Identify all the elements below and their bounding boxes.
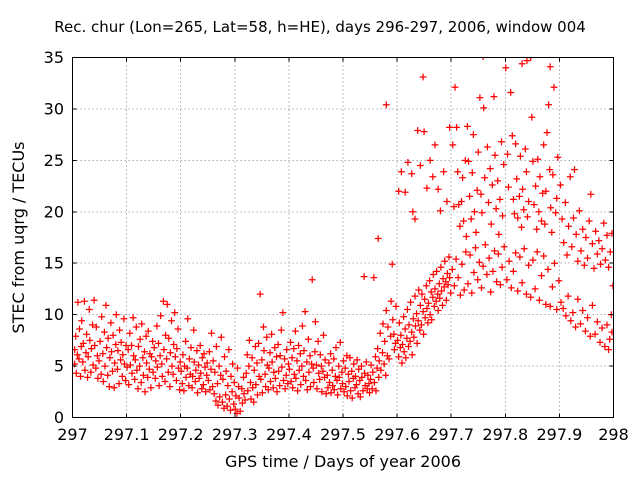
x-tick-label: 297 <box>57 425 88 444</box>
x-tick-label: 297.8 <box>482 425 528 444</box>
y-tick-label: 35 <box>44 48 64 67</box>
x-tick-label: 297.6 <box>374 425 420 444</box>
y-tick-label: 25 <box>44 151 64 170</box>
x-tick-label: 297.3 <box>212 425 258 444</box>
y-tick-label: 15 <box>44 254 64 273</box>
x-tick-label: 297.1 <box>104 425 150 444</box>
x-axis-label: GPS time / Days of year 2006 <box>225 452 461 471</box>
x-tick-label: 297.4 <box>266 425 312 444</box>
y-tick-label: 5 <box>54 357 64 376</box>
x-tick-label: 297.5 <box>320 425 366 444</box>
y-tick-label: 30 <box>44 99 64 118</box>
grid-lines <box>72 57 614 418</box>
x-tick-label: 297.9 <box>536 425 582 444</box>
x-tick-label: 298 <box>598 425 629 444</box>
data-markers <box>72 57 614 417</box>
series-points <box>72 57 614 417</box>
tick-labels: 297 297.1 297.2 297.3 297.4 297.5 297.6 297.7 29… <box>44 48 629 444</box>
y-tick-label: 20 <box>44 202 64 221</box>
chart-title: Rec. chur (Lon=265, Lat=58, h=HE), days … <box>54 18 586 36</box>
x-tick-label: 297.7 <box>428 425 474 444</box>
x-tick-label: 297.2 <box>158 425 204 444</box>
axes-frame <box>72 57 614 418</box>
y-tick-label: 10 <box>44 305 64 324</box>
y-tick-label: 0 <box>54 408 64 427</box>
y-axis-label: STEC from uqrg / TECUs <box>9 141 28 333</box>
